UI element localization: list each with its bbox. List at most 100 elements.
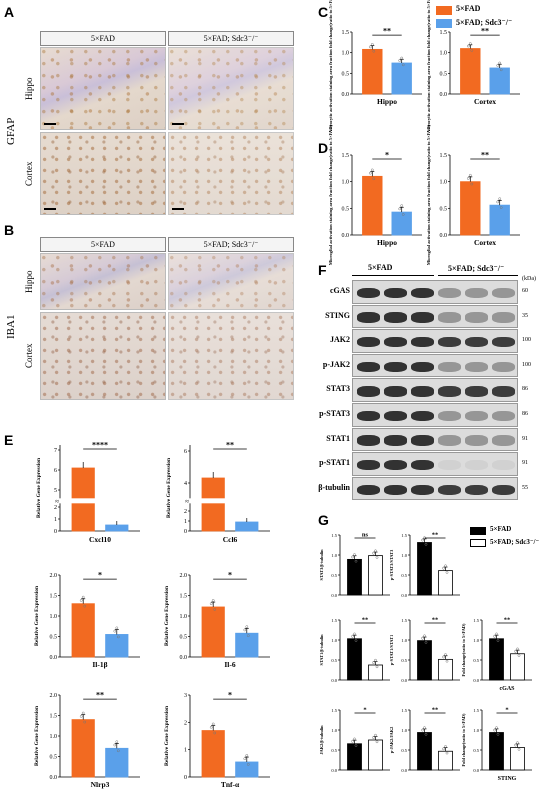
wb-band: [465, 484, 488, 495]
data-point: [375, 740, 379, 744]
data-point: [424, 641, 428, 644]
y-tick-label: 2: [184, 720, 187, 726]
data-point: [468, 42, 472, 45]
wb-blot-strip: [352, 353, 518, 378]
bar: [347, 743, 362, 771]
y-tick-label: 0.0: [401, 678, 407, 683]
data-point: [514, 743, 517, 747]
panel-label-c: C: [318, 4, 329, 20]
data-point: [213, 731, 217, 735]
scale-bar: [172, 123, 184, 125]
significance-label: **: [383, 27, 391, 36]
wb-band: [411, 312, 434, 323]
data-point: [115, 626, 119, 630]
data-point: [375, 665, 379, 669]
data-point: [368, 45, 372, 49]
y-tick-label: 1.0: [440, 180, 448, 186]
wb-band: [357, 312, 380, 323]
column-title-5xfad: 5×FAD: [40, 31, 166, 46]
data-point: [243, 628, 247, 632]
data-point: [211, 722, 215, 726]
significance-label: *: [98, 571, 102, 580]
wb-band: [465, 435, 488, 446]
bar: [417, 640, 432, 681]
data-point: [113, 743, 117, 747]
data-point: [401, 63, 405, 67]
wb-band: [465, 337, 488, 348]
x-axis-label: cGAS: [500, 686, 516, 692]
y-tick-label: 2.0: [50, 693, 58, 699]
wb-blot-strip: [352, 403, 518, 427]
y-tick-label: 0.0: [331, 593, 337, 598]
wb-band: [465, 410, 488, 422]
data-point: [113, 629, 117, 633]
y-tick-label: 1.5: [440, 153, 448, 159]
data-point: [246, 634, 250, 638]
wb-band: [438, 435, 461, 446]
wb-protein-label: p-STAT3: [319, 409, 350, 418]
panel-label-a: A: [4, 4, 15, 20]
y-tick-label: 1.0: [401, 638, 407, 643]
wb-kda-label: 91: [522, 435, 528, 442]
y-tick-label: 0.5: [440, 71, 448, 77]
legend-label-g-sdc3: 5×FAD; Sdc3⁻/⁻: [490, 538, 540, 546]
y-tick-label: 0.5: [50, 635, 58, 641]
axis-break-mark: ≈: [55, 497, 59, 505]
data-point: [211, 599, 215, 602]
significance-label: *: [228, 571, 232, 580]
wb-band: [492, 484, 515, 495]
wb-band: [384, 435, 407, 446]
y-axis-label: STAT1/β-tubulin: [319, 634, 324, 666]
data-point: [424, 542, 428, 546]
wb-band: [465, 361, 488, 372]
data-point: [445, 571, 449, 574]
wb-kda-label: 86: [522, 386, 528, 393]
y-tick-label: 2: [54, 505, 57, 511]
significance-label: **: [432, 532, 439, 539]
y-tick-label: 0.5: [440, 206, 448, 212]
data-point: [115, 740, 119, 744]
wb-kda-label: 86: [522, 411, 528, 417]
data-point: [374, 733, 377, 737]
x-axis-label: Il-6: [224, 660, 236, 669]
data-point: [351, 635, 354, 638]
data-point: [372, 551, 375, 555]
significance-label: **: [432, 617, 439, 624]
y-tick-label: 0: [184, 775, 187, 781]
y-tick-label: 0.0: [50, 775, 58, 781]
legend-swatch-5xfad: [436, 6, 452, 15]
bar: [368, 739, 383, 771]
x-axis-label: Il-1β: [92, 660, 107, 669]
bar: [105, 524, 129, 532]
data-point: [421, 538, 424, 542]
y-tick-label: 0.5: [401, 658, 407, 663]
iba1-cortex-5xfad-image: [40, 312, 166, 400]
y-tick-label: 0.0: [50, 655, 58, 661]
wb-blot-strip: [352, 304, 518, 329]
y-tick-label: 1: [184, 748, 187, 754]
data-point: [370, 168, 374, 172]
data-point: [444, 745, 447, 748]
y-tick-label: 1.5: [440, 30, 448, 36]
column-title-sdc3: 5×FAD; Sdc3⁻/⁻: [168, 31, 294, 46]
data-point: [353, 632, 356, 636]
data-point: [423, 634, 426, 638]
y-tick-label: 0: [54, 529, 57, 535]
wb-protein-label: p-STAT1: [319, 458, 350, 468]
data-point: [246, 763, 250, 766]
scale-bar: [172, 208, 184, 210]
y-tick-label: 1.5: [331, 533, 337, 538]
data-point: [400, 56, 404, 60]
significance-label: **: [432, 707, 439, 714]
data-point: [83, 720, 87, 724]
legend-swatch-g-5xfad: [470, 527, 486, 535]
y-tick-label: 0: [184, 529, 187, 535]
data-point: [209, 602, 213, 606]
data-point: [116, 749, 120, 753]
wb-protein-label: β-tubulin: [318, 482, 350, 492]
y-tick-label: 0.5: [180, 635, 188, 641]
y-axis-label: JAK2/β-tubulin: [319, 725, 324, 755]
bar: [368, 664, 383, 681]
y-tick-label: 1.0: [401, 553, 407, 558]
wb-band: [411, 287, 434, 299]
